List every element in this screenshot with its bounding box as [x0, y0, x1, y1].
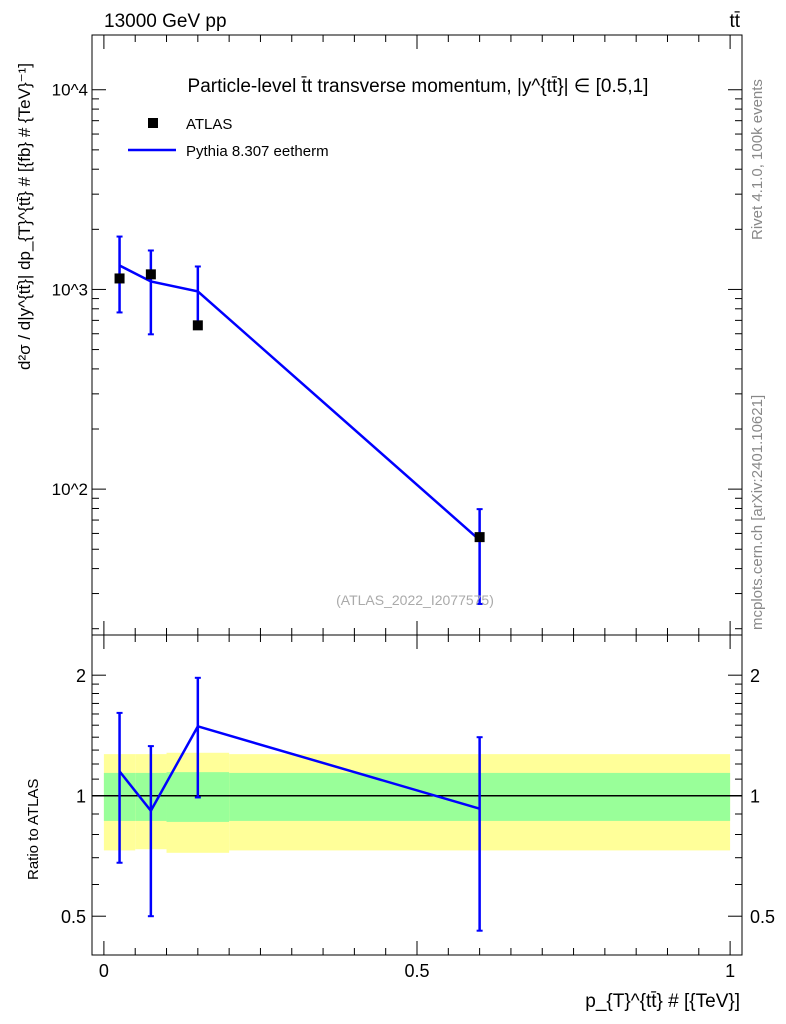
x-tick-label: 0.5: [404, 961, 429, 981]
legend-atlas: ATLAS: [186, 116, 232, 133]
process-label: tt̄: [729, 11, 740, 32]
ratio-y-tick-label-right: 2: [750, 666, 760, 686]
x-axis-label: p_{T}^{tt̄} # [{TeV}]: [585, 991, 740, 1012]
atlas-data-point: [192, 320, 203, 331]
pythia-line: [118, 264, 481, 541]
y-tick-label: 10^4: [52, 81, 88, 100]
ratio-y-tick-label-right: 1: [750, 787, 760, 807]
energy-label: 13000 GeV pp: [104, 11, 227, 32]
rivet-label: Rivet 4.1.0, 100k events: [749, 79, 766, 240]
y-axis-label: d²σ / d|y^{tt̄}| dp_{T}^{tt̄} # [{fb} # …: [15, 63, 34, 370]
pythia-line: [118, 724, 480, 813]
x-tick-label: 1: [725, 961, 735, 981]
atlas-data-point: [114, 273, 125, 284]
ratio-y-tick-label-right: 0.5: [750, 907, 775, 927]
x-tick-label: 0: [99, 961, 109, 981]
atlas-data-point: [145, 269, 156, 280]
atlas-data-point: [474, 532, 485, 543]
ratio-y-tick-label: 2: [76, 666, 86, 686]
legend-atlas-marker: [148, 118, 158, 128]
mcplots-label: mcplots.cern.ch [arXiv:2401.10621]: [749, 395, 766, 630]
ratio-y-tick-label: 1: [76, 787, 86, 807]
y-tick-label: 10^3: [52, 280, 88, 299]
y-tick-label: 10^2: [52, 480, 88, 499]
ratio-y-tick-label: 0.5: [61, 907, 86, 927]
ratio-y-label: Ratio to ATLAS: [25, 779, 42, 880]
analysis-watermark: (ATLAS_2022_I2077575): [336, 592, 494, 608]
chart-title: Particle-level t̄t transverse momentum, …: [188, 76, 649, 97]
legend-pythia: Pythia 8.307 eetherm: [186, 143, 329, 160]
